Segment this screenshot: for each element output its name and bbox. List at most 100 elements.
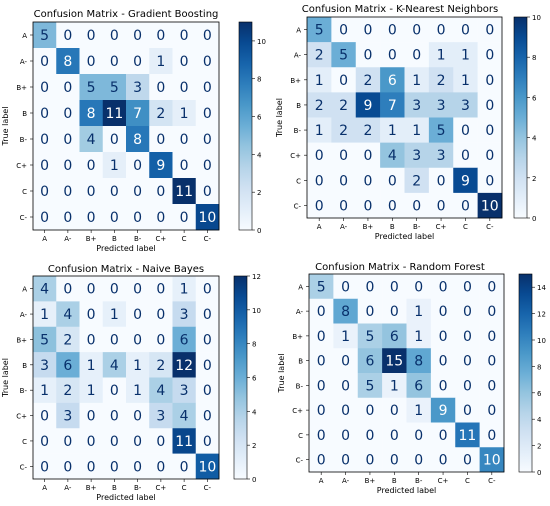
x-axis-label: Predicted label bbox=[96, 493, 155, 502]
y-tick-label: C bbox=[22, 438, 27, 446]
cell-value-label: 0 bbox=[487, 354, 496, 370]
cell-value-label: 0 bbox=[87, 158, 96, 174]
matrix-cell bbox=[309, 274, 334, 300]
matrix-cell bbox=[149, 352, 173, 378]
matrix-cell bbox=[149, 22, 173, 49]
matrix-cell bbox=[79, 126, 104, 153]
cell-value-label: 1 bbox=[437, 48, 446, 64]
cell-value-label: 3 bbox=[40, 358, 49, 374]
cell-value-label: 7 bbox=[133, 106, 142, 122]
matrix-cell bbox=[195, 428, 220, 454]
matrix-cell bbox=[126, 204, 150, 231]
cell-value-label: 0 bbox=[363, 23, 372, 39]
cell-value-label: 0 bbox=[110, 383, 119, 399]
matrix-cell bbox=[333, 373, 359, 399]
cell-value-label: 5 bbox=[365, 329, 374, 345]
cell-value-label: 0 bbox=[133, 459, 142, 475]
cell-value-label: 2 bbox=[437, 73, 446, 89]
matrix-cell bbox=[56, 276, 80, 302]
cell-value-label: 0 bbox=[365, 304, 374, 320]
matrix-cell bbox=[149, 276, 173, 302]
x-tick-label: B- bbox=[413, 223, 421, 231]
cell-value-label: 1 bbox=[40, 307, 49, 323]
matrix-cell bbox=[382, 298, 407, 324]
cell-value-label: 0 bbox=[317, 304, 326, 320]
cell-value-label: 0 bbox=[203, 80, 212, 96]
cell-value-label: 15 bbox=[385, 354, 403, 370]
cell-value-label: 0 bbox=[87, 459, 96, 475]
colorbar bbox=[233, 275, 248, 480]
matrix-cell bbox=[79, 326, 104, 353]
cell-value-label: 0 bbox=[485, 73, 494, 89]
y-tick-label: C- bbox=[20, 463, 28, 471]
cell-value-label: 0 bbox=[487, 378, 496, 394]
colorbar-tick-label: 6 bbox=[532, 94, 537, 102]
cell-value-label: 0 bbox=[485, 23, 494, 39]
cell-value-label: 2 bbox=[363, 123, 372, 139]
colorbar-tick-label: 8 bbox=[252, 341, 256, 349]
matrix-cell bbox=[102, 402, 127, 429]
cell-value-label: 4 bbox=[87, 132, 96, 148]
cell-value-label: 1 bbox=[315, 73, 324, 89]
matrix-cell bbox=[477, 117, 503, 143]
matrix-cell bbox=[357, 348, 383, 374]
matrix-cell bbox=[357, 422, 383, 448]
cell-value-label: 0 bbox=[110, 459, 119, 475]
matrix-cell bbox=[126, 352, 150, 378]
cell-value-label: 0 bbox=[63, 158, 72, 174]
cell-value-label: 0 bbox=[133, 210, 142, 226]
cell-value-label: 0 bbox=[63, 132, 72, 148]
matrix-cell bbox=[149, 402, 173, 429]
matrix-cell bbox=[126, 301, 150, 328]
matrix-cell bbox=[33, 453, 57, 480]
cell-value-label: 5 bbox=[40, 28, 49, 44]
cell-value-label: 0 bbox=[87, 282, 96, 298]
matrix-cell bbox=[56, 402, 80, 429]
cell-value-label: 0 bbox=[40, 158, 49, 174]
y-tick-label: B bbox=[296, 102, 301, 110]
matrix-cell bbox=[149, 152, 173, 179]
cell-value-label: 6 bbox=[180, 332, 189, 348]
matrix-cell bbox=[56, 204, 80, 231]
cell-value-label: 0 bbox=[156, 332, 165, 348]
colorbar-tick-label: 8 bbox=[257, 76, 261, 84]
cell-value-label: 0 bbox=[133, 332, 142, 348]
matrix-cell bbox=[33, 377, 57, 404]
matrix-cell bbox=[56, 100, 80, 127]
matrix-cell bbox=[406, 373, 432, 399]
cell-value-label: 8 bbox=[87, 106, 96, 122]
matrix-cell bbox=[172, 276, 197, 302]
matrix-cell bbox=[380, 117, 405, 143]
cell-value-label: 1 bbox=[414, 329, 423, 345]
matrix-cell bbox=[382, 348, 407, 374]
matrix-cell bbox=[79, 48, 104, 75]
cell-value-label: 0 bbox=[339, 198, 348, 214]
cell-value-label: 0 bbox=[63, 282, 72, 298]
matrix-cell bbox=[126, 326, 150, 353]
cell-value-label: 0 bbox=[63, 434, 72, 450]
y-tick-label: A bbox=[22, 32, 27, 40]
cell-value-label: 0 bbox=[87, 184, 96, 200]
y-tick-label: B- bbox=[20, 387, 28, 395]
cell-value-label: 0 bbox=[40, 132, 49, 148]
matrix-cell bbox=[149, 301, 173, 328]
matrix-cell bbox=[357, 397, 383, 423]
x-tick-label: B+ bbox=[365, 477, 376, 485]
matrix-cell bbox=[126, 126, 150, 153]
matrix-cell bbox=[33, 126, 57, 153]
cell-value-label: 1 bbox=[388, 123, 397, 139]
matrix-cell bbox=[404, 67, 430, 93]
cell-value-label: 11 bbox=[459, 428, 477, 444]
x-tick-label: A bbox=[42, 235, 47, 243]
matrix-cell bbox=[406, 422, 432, 448]
cell-value-label: 0 bbox=[87, 307, 96, 323]
matrix-cell bbox=[455, 274, 480, 300]
cell-value-label: 0 bbox=[439, 428, 448, 444]
matrix-cell bbox=[479, 397, 505, 423]
cell-value-label: 0 bbox=[180, 54, 189, 70]
matrix-cell bbox=[56, 22, 80, 49]
matrix-cell bbox=[477, 42, 503, 68]
cell-value-label: 0 bbox=[110, 282, 119, 298]
colorbar bbox=[513, 16, 528, 219]
